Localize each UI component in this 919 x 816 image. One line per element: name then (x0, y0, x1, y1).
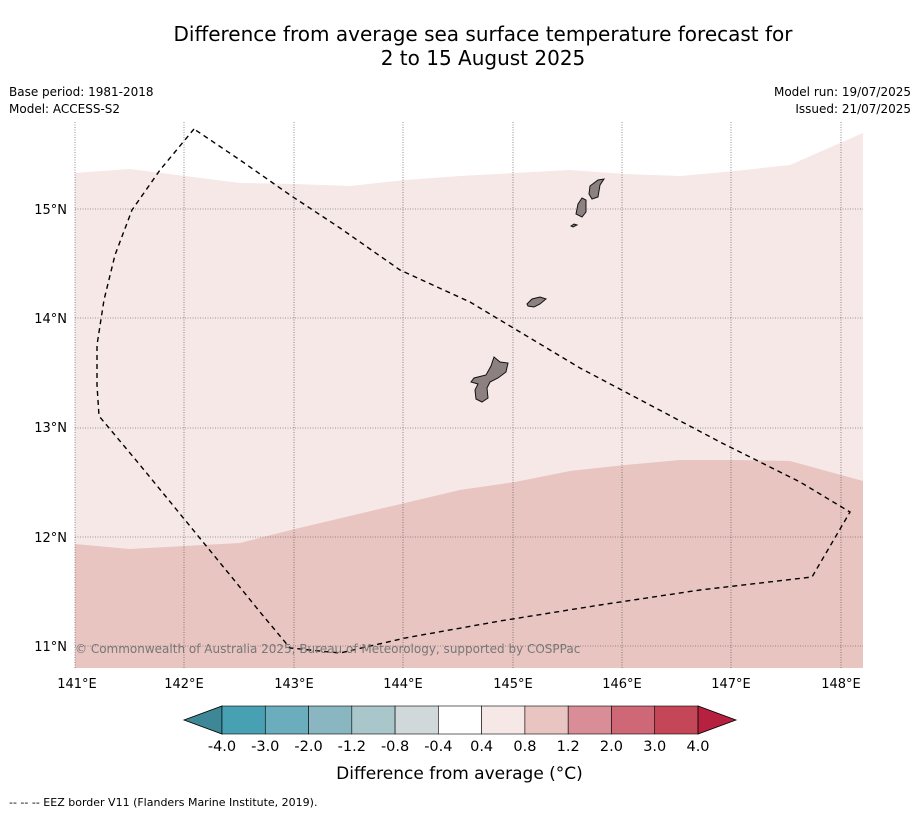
colorbar-cell (394, 705, 439, 735)
title-line-1: Difference from average sea surface temp… (173, 22, 793, 46)
lat-label-15: 15°N (34, 203, 67, 218)
anomaly-band-medium (75, 460, 863, 668)
colorbar-tick-label: 3.0 (643, 739, 666, 755)
colorbar-cell (351, 705, 396, 735)
colorbar-tick-label: -1.2 (338, 739, 366, 755)
meta-right: Model run: 19/07/2025 Issued: 21/07/2025 (774, 84, 911, 118)
lon-label-147: 147°E (711, 677, 751, 692)
lat-label-12: 12°N (34, 531, 67, 546)
colorbar-tick-label: 2.0 (600, 739, 623, 755)
title-line-2: 2 to 15 August 2025 (380, 46, 586, 70)
island-saipan (588, 178, 606, 200)
lon-label-143: 143°E (274, 677, 314, 692)
colorbar-under-arrow (182, 705, 223, 735)
graticule (74, 122, 863, 668)
colorbar-label: Difference from average (°C) (336, 764, 583, 784)
colorbar-tick-label: -3.0 (251, 739, 279, 755)
longitude-labels: 141°E 142°E 143°E 144°E 145°E 146°E 147°… (57, 677, 861, 692)
lon-label-146: 146°E (602, 677, 642, 692)
eez-border (96, 128, 851, 654)
island-aguijan (570, 223, 579, 228)
lon-label-141: 141°E (57, 677, 97, 692)
copyright-text: © Commonwealth of Australia 2025, Bureau… (75, 642, 580, 656)
model-run-text: Model run: 19/07/2025 (773, 85, 911, 99)
island-tinian (575, 197, 587, 218)
colorbar-tick-label: -2.0 (294, 739, 322, 755)
lat-label-13: 13°N (34, 421, 67, 436)
colorbar-cell (221, 705, 266, 735)
colorbar-cell (264, 705, 309, 735)
colorbar-tick-label: -0.4 (424, 739, 452, 755)
lat-label-11: 11°N (34, 640, 67, 655)
lon-label-144: 144°E (383, 677, 423, 692)
colorbar-tick-label: 0.8 (513, 739, 536, 755)
colorbar-tick-label: -0.8 (381, 739, 409, 755)
island-rota (526, 296, 548, 308)
colorbar-cell (524, 705, 569, 735)
colorbar-over-arrow (697, 705, 738, 735)
colorbar-cell (654, 705, 699, 735)
colorbar-tick-label: -4.0 (208, 739, 236, 755)
colorbar-tick-label: 1.2 (557, 739, 580, 755)
map-title: Difference from average sea surface temp… (60, 22, 906, 70)
colorbar-cell (438, 705, 482, 735)
colorbar-tick-label: 0.4 (470, 739, 493, 755)
colorbar-cell (567, 705, 612, 735)
meta-left: Base period: 1981-2018 Model: ACCESS-S2 (9, 84, 154, 118)
eez-legend: -- -- -- EEZ border V11 (Flanders Marine… (9, 796, 318, 809)
colorbar-cell (308, 705, 353, 735)
latitude-labels: 15°N 14°N 13°N 12°N 11°N (34, 203, 67, 655)
base-period-text: Base period: 1981-2018 (9, 85, 154, 99)
lon-label-145: 145°E (493, 677, 533, 692)
colorbar-cell (481, 705, 526, 735)
lon-label-142: 142°E (164, 677, 204, 692)
issued-text: Issued: 21/07/2025 (795, 102, 911, 116)
lon-label-148: 148°E (821, 677, 861, 692)
colorbar: -4.0 -3.0 -2.0 -1.2 -0.8 -0.4 0.4 0.8 1.2 2.0 3.0 4… (182, 705, 738, 755)
island-guam (470, 356, 509, 403)
land-masses (470, 178, 606, 403)
colorbar-cell (611, 705, 656, 735)
model-text: Model: ACCESS-S2 (9, 102, 121, 116)
lat-label-14: 14°N (34, 312, 67, 327)
colorbar-tick-label: 4.0 (686, 739, 709, 755)
